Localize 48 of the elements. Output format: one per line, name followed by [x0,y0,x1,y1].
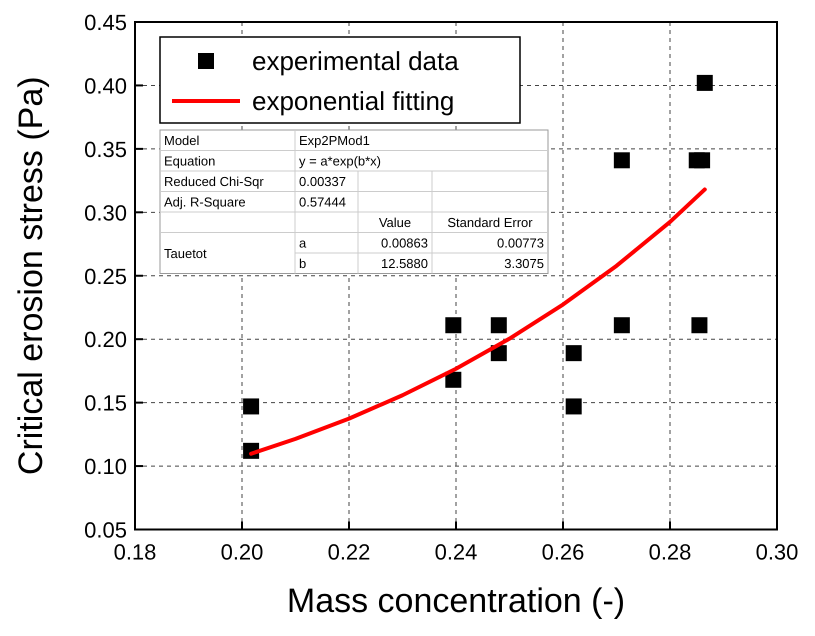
annotation: Exp2PMod1 [299,133,370,148]
x-tick-label: 0.20 [220,540,264,564]
point [694,152,710,168]
annotation: a [299,236,307,250]
x-tick-label: 0.24 [434,540,478,564]
annotation: y = a*exp(b*x) [299,154,382,168]
annotation: Adj. R-Square [164,194,246,210]
annotation: 0.00773 [497,236,544,250]
annotation: 12.5880 [381,256,428,271]
annotation: Reduced Chi-Sqr [164,174,264,189]
annotation: Tauetot [164,246,208,261]
x-tick-label: 0.22 [328,540,370,564]
annotation: Standard Error [447,215,534,230]
point [445,372,462,388]
y-tick-label: 0.25 [84,264,127,289]
y-tick-label: 0.40 [84,73,127,98]
y-tick-label: 0.30 [84,200,127,226]
point [691,317,708,334]
point [614,152,630,168]
y-tick-label: 0.45 [84,10,127,35]
annotation: 0.57444 [299,194,346,210]
legend-label: experimental data [252,46,460,76]
annotation: Equation [164,154,216,168]
annotation: Model [164,133,200,148]
y-tick-label: 0.10 [84,454,127,480]
y-tick-label: 0.05 [84,518,127,542]
x-tick-label: 0.26 [542,540,584,564]
point [445,317,462,334]
annotation: 0.00863 [381,236,428,250]
y-tick-label: 0.20 [84,327,127,352]
annotation: 3.3075 [504,256,544,271]
y-tick-label: 0.35 [84,136,127,162]
y-axis-title: Critical erosion stress (Pa) [12,76,50,476]
point [566,398,582,414]
annotation: 0.00337 [299,174,346,189]
point [243,398,260,414]
y-tick-label: 0.15 [84,390,127,416]
annotation: Value [378,215,412,230]
x-tick-label: 0.30 [756,540,798,564]
point [490,317,507,334]
point [566,345,582,362]
legend-label: exponential fitting [252,86,454,116]
x-tick-label: 0.28 [648,540,692,564]
x-tick-label: 0.18 [114,540,156,564]
point [614,317,630,334]
point [696,74,713,91]
x-axis-title: Mass concentration (-) [286,582,626,620]
annotation: b [299,256,306,271]
